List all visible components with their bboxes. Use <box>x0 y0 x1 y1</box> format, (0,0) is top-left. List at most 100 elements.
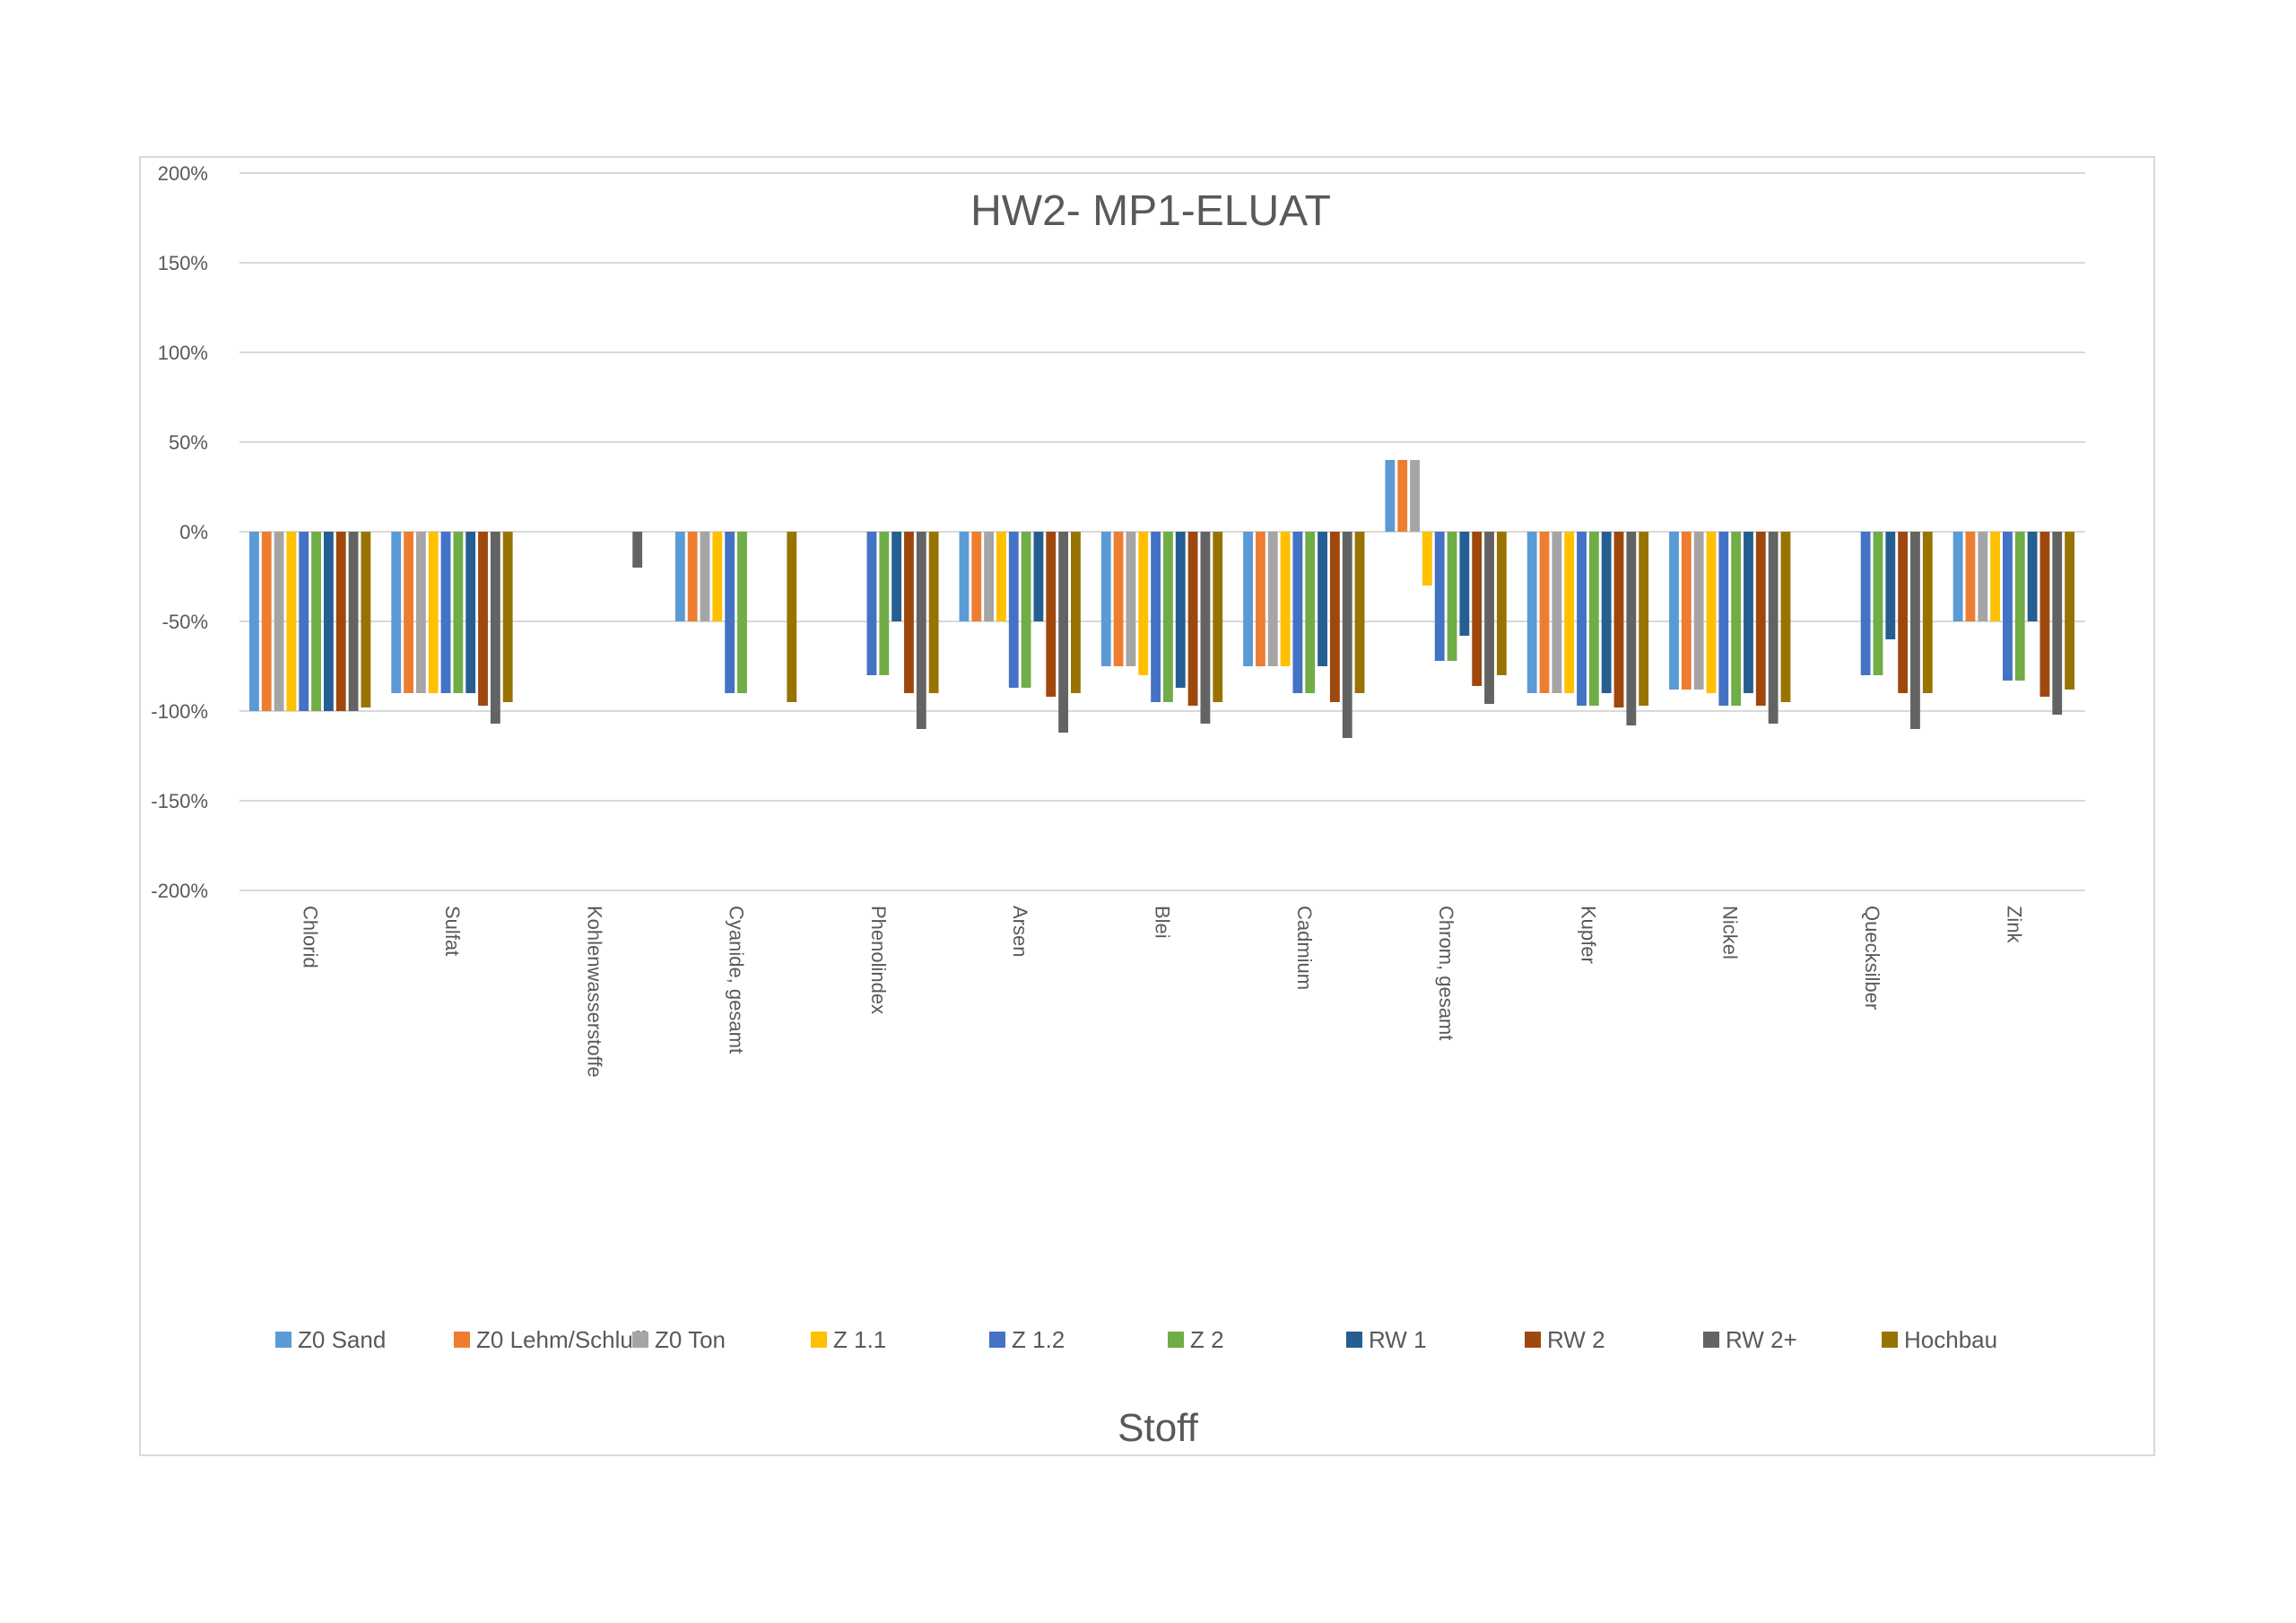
bar <box>1731 532 1742 706</box>
bar <box>916 532 926 729</box>
bar <box>1008 532 1019 688</box>
bar <box>1922 532 1933 693</box>
legend: Z0 Sand Z0 Lehm/Schluff Z0 Ton Z 1.1 Z 1.2 Z … <box>275 1326 1997 1353</box>
bar <box>1755 532 1766 706</box>
bar <box>404 532 413 693</box>
grid-lines <box>239 172 2085 891</box>
bar <box>2065 532 2074 690</box>
bar <box>1280 532 1291 666</box>
category-label: Kohlenwasserstoffe <box>583 906 605 1078</box>
bar <box>700 532 710 621</box>
bar <box>1151 532 1161 702</box>
bar <box>1292 532 1303 693</box>
bar-series <box>249 460 2074 738</box>
bar <box>1978 532 1988 621</box>
category-label: Sulfat <box>441 906 464 956</box>
bar <box>1601 532 1612 693</box>
bar <box>891 532 902 621</box>
bar <box>996 532 1006 621</box>
bar <box>1613 532 1624 707</box>
bar <box>1046 532 1057 697</box>
bar <box>1706 532 1717 693</box>
bar <box>1243 532 1253 666</box>
legend-label: RW 2+ <box>1726 1326 1797 1353</box>
category-label: Zink <box>2003 906 2025 944</box>
bar <box>712 532 723 621</box>
bar <box>2014 532 2025 681</box>
bar <box>1496 532 1507 675</box>
bar <box>1744 532 1753 693</box>
bar <box>1058 532 1069 733</box>
bar <box>632 532 643 568</box>
legend-swatch <box>1525 1332 1541 1348</box>
bar <box>787 532 797 702</box>
bar <box>1071 532 1081 693</box>
bar <box>1552 532 1562 693</box>
category-label: Chrom, gesamt <box>1435 906 1457 1040</box>
bar <box>391 532 402 693</box>
bar <box>478 532 488 706</box>
bar <box>311 532 321 711</box>
chart-title: HW2- MP1-ELUAT <box>970 187 1331 235</box>
bar <box>2003 532 2013 681</box>
bar <box>428 532 439 693</box>
bar <box>2027 532 2038 621</box>
bar <box>490 532 500 724</box>
legend-swatch <box>454 1332 470 1348</box>
bar <box>1126 532 1136 666</box>
bar <box>1910 532 1920 729</box>
y-tick-label: 200% <box>158 162 208 185</box>
bar <box>2039 532 2050 697</box>
bar <box>1255 532 1265 666</box>
bar <box>502 532 513 702</box>
legend-label: Z0 Sand <box>298 1326 386 1353</box>
bar <box>1163 532 1173 702</box>
bar <box>866 532 877 675</box>
bar <box>1669 532 1679 690</box>
bar <box>1588 532 1599 706</box>
y-tick-label: 0% <box>179 521 208 543</box>
category-label: Cadmium <box>1293 906 1316 990</box>
category-label: Chlorid <box>300 906 322 968</box>
legend-swatch <box>1168 1332 1184 1348</box>
y-tick-label: -50% <box>162 611 208 633</box>
category-label: Kupfer <box>1577 906 1599 964</box>
bar <box>1484 532 1494 704</box>
bar <box>1965 532 1976 621</box>
legend-label: Z 2 <box>1190 1326 1224 1353</box>
bar <box>335 532 346 711</box>
bar <box>1459 532 1470 636</box>
bar <box>453 532 464 693</box>
bar <box>465 532 476 693</box>
bar <box>687 532 698 621</box>
chart-frame: HW2- MP1-ELUAT 200% 150% 100% 50% 0% -50% -100… <box>139 156 2155 1456</box>
bar <box>1267 532 1278 666</box>
bar <box>2052 532 2063 715</box>
legend-swatch <box>1703 1332 1719 1348</box>
bar <box>348 532 359 711</box>
legend-label: Hochbau <box>1904 1326 1997 1353</box>
bar <box>1175 532 1186 688</box>
bar <box>1200 532 1211 724</box>
category-label: Nickel <box>1719 906 1742 959</box>
bar <box>879 532 890 675</box>
category-label: Arsen <box>1009 906 1031 957</box>
bar <box>1539 532 1550 693</box>
bar <box>286 532 297 711</box>
bar <box>1564 532 1575 693</box>
bar <box>1693 532 1704 690</box>
bar <box>1354 532 1365 693</box>
bar <box>1718 532 1729 706</box>
bar <box>1639 532 1649 706</box>
legend-label: Z 1.2 <box>1012 1326 1065 1353</box>
bar <box>1410 460 1420 532</box>
bar <box>1113 532 1124 666</box>
legend-swatch <box>1882 1332 1898 1348</box>
bar <box>274 532 284 711</box>
legend-label: Z 1.1 <box>833 1326 886 1353</box>
bar <box>1885 532 1896 639</box>
y-axis-tick-labels: 200% 150% 100% 50% 0% -50% -100% -150% -200% <box>151 162 208 902</box>
bar <box>1990 532 2001 621</box>
bar <box>1213 532 1223 702</box>
bar <box>1342 532 1352 738</box>
